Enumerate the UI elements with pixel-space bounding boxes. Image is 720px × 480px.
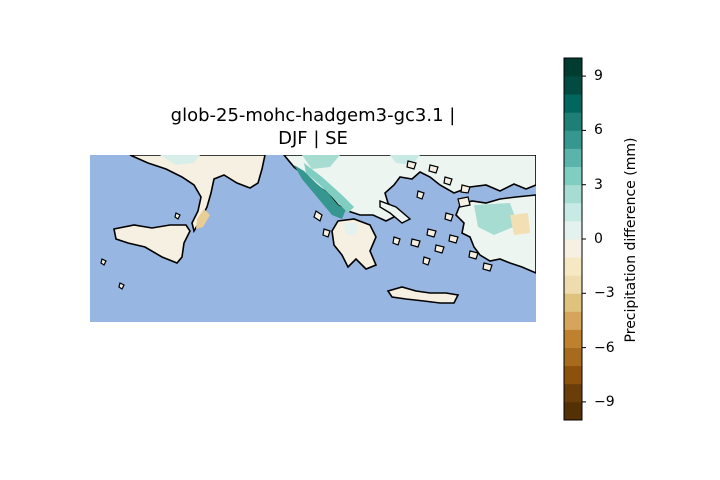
albania-wet-band — [294, 165, 346, 219]
colorbar-bin — [564, 329, 582, 348]
colorbar-bin — [564, 130, 582, 149]
colorbar-tick-label: 3 — [594, 176, 603, 193]
colorbar — [563, 57, 586, 421]
colorbar-tick-label: −3 — [594, 285, 615, 302]
turkey-wet-patch — [474, 203, 518, 235]
crete-island — [386, 286, 460, 304]
colorbar-bin — [564, 257, 582, 276]
peloponnese — [331, 218, 378, 270]
colorbar-bin — [564, 293, 582, 312]
map-title: glob-25-mohc-hadgem3-gc3.1 | DJF | SE — [90, 104, 536, 150]
calabria-dry-patch — [196, 209, 210, 229]
sicily-island — [113, 224, 191, 264]
precipitation-map — [90, 155, 536, 322]
colorbar-bin — [564, 401, 582, 421]
colorbar-bin — [564, 112, 582, 131]
colorbar-tick-label: 0 — [594, 231, 603, 247]
colorbar-bin — [564, 383, 582, 403]
albania-wet-halo — [304, 163, 354, 213]
colorbar-bin — [564, 148, 582, 167]
colorbar-bin — [564, 76, 582, 95]
aegean-islands — [100, 160, 493, 290]
map-title-line2: DJF | SE — [278, 128, 348, 149]
colorbar-bin — [564, 275, 582, 294]
colorbar-bin — [564, 202, 582, 222]
colorbar-bin — [564, 365, 582, 385]
euboea-island — [379, 199, 412, 224]
map-title-line1: glob-25-mohc-hadgem3-gc3.1 | — [170, 105, 456, 126]
colorbar-bin — [564, 239, 582, 258]
italy-wet-patch — [160, 155, 200, 165]
turkey-dry-patch — [510, 213, 530, 235]
colorbar-label: Precipitation difference (mm) — [623, 137, 639, 343]
colorbar-bin — [564, 347, 582, 367]
colorbar-bin — [564, 94, 582, 113]
peloponnese-wet-patch — [344, 223, 358, 235]
balkans-wet-patch-north — [302, 155, 340, 169]
colorbar-tick-label: 9 — [594, 68, 603, 85]
colorbar-tick-label: −6 — [594, 339, 615, 356]
colorbar-tick-label: 6 — [594, 122, 603, 139]
colorbar-bin — [564, 311, 582, 330]
colorbar-bin — [564, 166, 582, 186]
colorbar-bin — [564, 58, 582, 77]
colorbar-bin — [564, 220, 582, 240]
colorbar-bin — [564, 184, 582, 204]
colorbar-tick-label: −9 — [594, 393, 615, 410]
